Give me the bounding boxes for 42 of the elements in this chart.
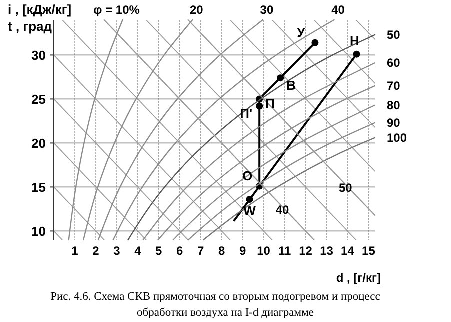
series-label: 100 [387,130,408,145]
x-tick-label: 3 [114,244,121,258]
x-tick-label: 7 [198,244,205,258]
y-tick-label: 20 [32,136,46,152]
x-tick-label: 15 [362,244,376,258]
y-tick-label: 25 [32,92,46,108]
series-label: 80 [387,98,401,112]
series-label: 30 [260,3,274,17]
series-label: φ = 10% [94,3,140,17]
y-tick-label: 30 [32,48,46,64]
series-label: 70 [387,79,401,93]
y-tick-label: 10 [32,224,46,240]
x-tick-label: 9 [239,244,246,258]
x-tick-label: 5 [156,244,163,258]
annotation: П [266,96,275,112]
x-tick-label: 1 [72,244,79,258]
series-label: 50 [387,28,401,42]
x-axis-title: d , [г/кг] [336,271,381,285]
series-label: 40 [332,3,346,17]
x-tick-label: 11 [278,244,292,258]
x-tick-label: 4 [134,244,142,258]
annotation: П' [240,106,253,122]
x-tick-label: 14 [341,244,355,258]
text: Рис. 4.6. Схема СКВ прямоточная со вторым подогревом и процесс обработки воздуха на I-d диаграмме [50,291,380,319]
annotation: О [242,168,253,184]
x-tick-label: 12 [299,244,313,258]
x-tick-label: 2 [92,244,100,258]
series-label: 20 [190,3,204,17]
annotation: Н [350,33,360,48]
x-tick-label: 10 [257,244,271,258]
series-label: 60 [387,56,401,70]
annotation: В [286,78,296,94]
annotation: W [244,204,257,219]
series-label: 50 [338,180,353,195]
series-label: 90 [387,116,401,130]
y-axis-title: i , [кДж/кг] t , град [8,2,72,34]
x-tick-label: 13 [320,244,334,258]
x-tick-label: 6 [176,244,184,258]
annotation: У [297,24,306,40]
x-tick-label: 8 [218,244,226,258]
y-tick-label: 15 [32,180,46,196]
series-label: 40 [276,203,290,217]
